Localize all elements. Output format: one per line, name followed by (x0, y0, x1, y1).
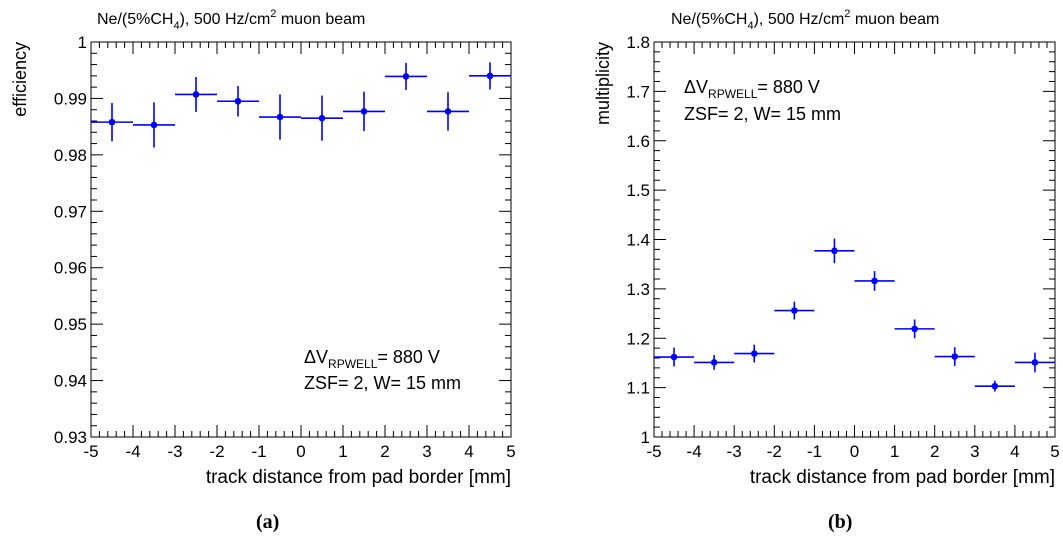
title-subscript: 4 (747, 20, 753, 32)
data-point (234, 97, 242, 105)
x-tick-label: -3 (167, 442, 182, 461)
data-point (402, 73, 410, 80)
y-axis-label: efficiency (10, 42, 30, 117)
y-tick-label: 1.4 (626, 231, 650, 250)
title-superscript: 2 (270, 8, 276, 20)
x-tick-label: 4 (464, 442, 473, 461)
y-tick-label: 0.96 (54, 259, 87, 278)
y-tick-label: 0.95 (54, 315, 87, 334)
y-tick-label: 0.97 (54, 202, 87, 221)
data-point (991, 382, 999, 390)
y-tick-label: 0.99 (54, 89, 87, 108)
annotation-voltage: ΔVRPWELL= 880 V (684, 77, 820, 101)
x-tick-label: 2 (930, 442, 939, 461)
y-axis-label: multiplicity (593, 42, 613, 125)
data-point (360, 108, 368, 115)
panel-caption-b: (b) (828, 511, 853, 533)
data-point (276, 113, 284, 121)
x-tick-label: -1 (807, 442, 822, 461)
x-tick-label: 1 (890, 442, 899, 461)
y-tick-label: 1.2 (626, 329, 650, 348)
y-tick-label: 0.94 (54, 372, 87, 391)
title-text: muon beam (850, 11, 939, 28)
data-point (108, 118, 116, 126)
x-tick-label: -3 (727, 442, 742, 461)
x-tick-label: 5 (506, 442, 515, 461)
y-tick-label: 1.5 (626, 181, 650, 200)
x-tick-label: 4 (1010, 442, 1019, 461)
x-tick-label: 3 (970, 442, 979, 461)
title-subscript: 4 (173, 20, 179, 32)
title-text: Ne/(5%CH (97, 11, 173, 28)
x-tick-label: 3 (422, 442, 431, 461)
title-text: ), 500 Hz/cm (180, 11, 271, 28)
annotation-subscript: RPWELL (328, 357, 378, 371)
data-point (750, 350, 758, 357)
annotation-settings: ZSF= 2, W= 15 mm (304, 373, 461, 393)
efficiency-chart: Ne/(5%CH4), 500 Hz/cm2 muon beam-5 -4 -3 -2… (10, 8, 516, 488)
y-tick-label: 0.98 (54, 146, 87, 165)
y-tick-label: 1 (641, 428, 650, 447)
efficiency-panel: Ne/(5%CH4), 500 Hz/cm2 muon beam -5 -4 -3 -2… (0, 0, 531, 551)
y-tick-label: 0.93 (54, 428, 87, 447)
y-tick-label: 1.6 (626, 132, 650, 151)
y-tick-label: 1.1 (626, 379, 650, 398)
x-tick-label: -1 (251, 442, 266, 461)
data-point (871, 277, 878, 285)
data-point (710, 359, 718, 366)
data-point (486, 72, 494, 80)
plot-frame (653, 41, 1056, 438)
multiplicity-panel: Ne/(5%CH4), 500 Hz/cm2 muon beam -5 -4 -3 -2… (531, 0, 1062, 551)
data-point (951, 353, 959, 360)
annotation-text: = 880 V (377, 347, 440, 367)
data-point (911, 325, 918, 333)
x-tick-label: -2 (209, 442, 224, 461)
data-point (831, 247, 838, 255)
x-tick-label: -4 (125, 442, 140, 461)
data-point (1031, 359, 1039, 366)
x-axis-label: track distance from pad border [mm] (750, 467, 1055, 488)
annotation-text: ΔV (304, 347, 328, 367)
data-point (444, 108, 452, 115)
y-tick-label: 1 (78, 33, 87, 52)
title-text: ), 500 Hz/cm (754, 11, 845, 28)
title-text: muon beam (276, 11, 365, 28)
x-tick-label: 2 (380, 442, 389, 461)
data-point (318, 114, 326, 122)
x-tick-label: 0 (296, 442, 305, 461)
panel-caption-a: (a) (256, 511, 280, 533)
annotation-voltage: ΔVRPWELL= 880 V (304, 347, 440, 371)
title-superscript: 2 (844, 8, 850, 20)
annotation-text: = 880 V (757, 77, 820, 97)
title-text: Ne/(5%CH (671, 11, 747, 28)
chart-title: Ne/(5%CH4), 500 Hz/cm2 muon beam (97, 8, 365, 32)
chart-title: Ne/(5%CH4), 500 Hz/cm2 muon beam (671, 8, 939, 32)
y-tick-label: 1.7 (626, 82, 650, 101)
y-tick-label: 1.8 (626, 33, 650, 52)
x-tick-label: -5 (83, 442, 98, 461)
x-tick-label: -4 (687, 442, 702, 461)
data-point (670, 353, 678, 361)
data-point (791, 307, 798, 314)
x-tick-label: -5 (646, 442, 661, 461)
multiplicity-chart: Ne/(5%CH4), 500 Hz/cm2 muon beam-5 -4 -3 -2… (593, 8, 1060, 488)
data-point (192, 91, 200, 98)
annotation-settings: ZSF= 2, W= 15 mm (684, 104, 841, 124)
annotation-subscript: RPWELL (708, 87, 758, 101)
x-tick-label: -2 (767, 442, 782, 461)
annotation-text: ΔV (684, 77, 708, 97)
data-point (150, 121, 158, 129)
x-tick-label: 5 (1050, 442, 1059, 461)
x-tick-label: 1 (338, 442, 347, 461)
y-tick-label: 1.3 (626, 280, 650, 299)
x-tick-label: 0 (850, 442, 859, 461)
x-axis-label: track distance from pad border [mm] (206, 467, 511, 488)
